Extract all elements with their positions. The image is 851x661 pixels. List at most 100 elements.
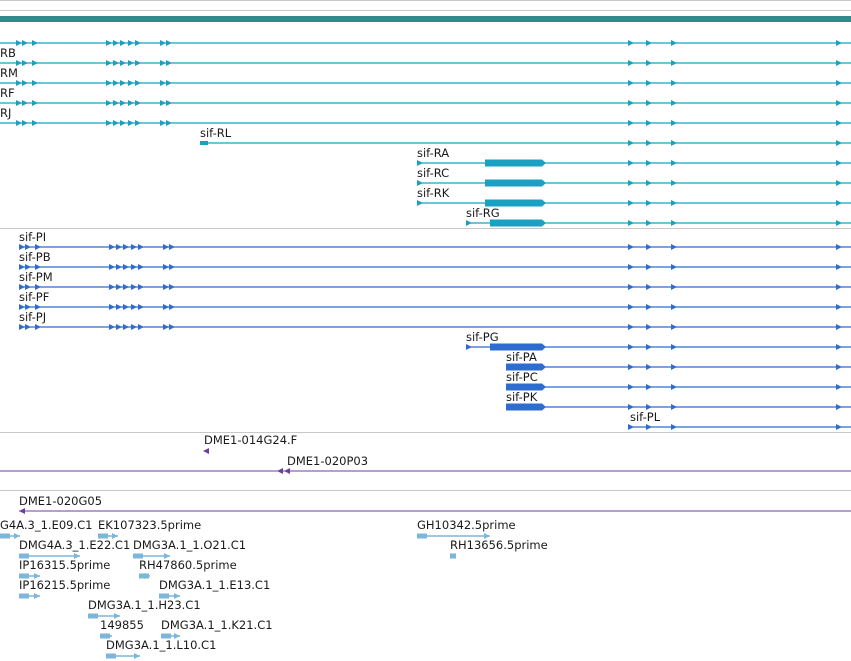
exon-arrow-right	[35, 304, 41, 310]
transcript-sif-PI[interactable]: sif-PI	[19, 230, 851, 250]
feature-label: RJ	[0, 106, 11, 120]
exon-arrow-right	[16, 100, 22, 106]
exon-arrow-right	[109, 244, 115, 250]
exon-arrow-right	[646, 384, 652, 390]
exon-arrow-right	[417, 160, 423, 166]
exon-arrow-right	[113, 80, 119, 86]
exon-arrow-right	[116, 324, 122, 330]
transcript-sif-RJ[interactable]: RJ	[0, 100, 851, 120]
exon-arrow-right	[135, 80, 141, 86]
est-block	[0, 533, 10, 539]
est-149855[interactable]: 149855	[100, 618, 144, 639]
feature-label: sif-RG	[466, 206, 500, 220]
feature-label: RH47860.5prime	[139, 558, 237, 572]
cds-block	[485, 179, 546, 187]
est-DMG3A.1_1.K21.C1[interactable]: DMG3A.1_1.K21.C1	[161, 618, 273, 639]
exon-arrow-right	[166, 120, 172, 126]
exon-arrow-right	[135, 120, 141, 126]
exon-arrow-right	[836, 220, 842, 226]
est-GH10342.5prime[interactable]: GH10342.5prime	[417, 518, 516, 539]
exon-arrow-right	[174, 633, 180, 639]
cds-block	[485, 159, 546, 167]
est-DMG4A.3_1.E22.C1[interactable]: DMG4A.3_1.E22.C1	[19, 538, 130, 559]
transcript-sif-RG[interactable]: sif-RG	[466, 206, 851, 227]
exon-arrow-right	[671, 344, 677, 350]
est-DMG3A.1_1.L10.C1[interactable]: DMG3A.1_1.L10.C1	[106, 638, 216, 659]
exon-arrow-right	[836, 424, 842, 430]
est-DMG3A.1_1.E13.C1[interactable]: DMG3A.1_1.E13.C1	[159, 578, 270, 599]
feature-label: DMG3A.1_1.O21.C1	[133, 538, 246, 552]
feature-label: EK107323.5prime	[98, 518, 201, 532]
exon-arrow-right	[450, 553, 456, 559]
est-DMG3A.1_1.H23.C1[interactable]: DMG3A.1_1.H23.C1	[88, 598, 201, 619]
feature-label: DME1-020G05	[19, 494, 102, 508]
exon-arrow-right	[22, 40, 28, 46]
est-DMG3A.1_1.O21.C1[interactable]: DMG3A.1_1.O21.C1	[133, 538, 246, 559]
gene-span-bar[interactable]	[0, 16, 851, 22]
feature-label: DMG4A.3_1.E22.C1	[19, 538, 130, 552]
transcript-sif-PL[interactable]: sif-PL	[628, 410, 851, 430]
exon-arrow-right	[163, 244, 169, 250]
feature-label: DMG3A.1_1.K21.C1	[161, 618, 273, 632]
est-IP16315.5prime[interactable]: IP16315.5prime	[19, 558, 110, 579]
exon-arrow-right	[646, 220, 652, 226]
exon-arrow-right	[16, 40, 22, 46]
est-block	[100, 633, 110, 639]
exon-arrow-right	[25, 264, 31, 270]
est-RH47860.5prime[interactable]: RH47860.5prime	[139, 558, 237, 579]
est-IP16215.5prime[interactable]: IP16215.5prime	[19, 578, 110, 599]
exon-arrow-right	[671, 180, 677, 186]
exon-arrow-right	[109, 264, 115, 270]
transcript-sif-PB[interactable]: sif-PB	[19, 250, 851, 270]
transcript-sif-PF[interactable]: sif-PF	[19, 290, 851, 310]
exon-arrow-right	[116, 264, 122, 270]
exon-arrow-right	[484, 533, 490, 539]
clone-DME1-014G24.F[interactable]: DME1-014G24.F	[203, 433, 297, 454]
feature-label: sif-PG	[466, 330, 499, 344]
transcript-sif-PK[interactable]: sif-PK	[506, 390, 851, 411]
clone-DME1-020P03[interactable]: DME1-020P03	[0, 454, 851, 474]
transcript-unlabeled[interactable]	[0, 120, 851, 126]
exon-arrow-right	[123, 244, 129, 250]
exon-arrow-right	[671, 324, 677, 330]
transcript-sif-PJ[interactable]: sif-PJ	[19, 310, 851, 330]
clone-DME1-020G05[interactable]: DME1-020G05	[19, 494, 851, 514]
exon-arrow-right	[628, 424, 634, 430]
transcript-sif-RB[interactable]: RB	[0, 40, 851, 60]
transcript-sif-RL[interactable]: sif-RL	[200, 126, 851, 146]
transcript-sif-RM[interactable]: RM	[0, 60, 851, 80]
exon-arrow-right	[106, 80, 112, 86]
est-EK107323.5prime[interactable]: EK107323.5prime	[98, 518, 201, 539]
exon-arrow-right	[138, 284, 144, 290]
transcript-sif-RA[interactable]: sif-RA	[417, 146, 851, 167]
exon-arrow-right	[106, 633, 112, 639]
cds-block	[490, 219, 546, 227]
est-RH13656.5prime[interactable]: RH13656.5prime	[450, 538, 548, 559]
exon-arrow-right	[646, 160, 652, 166]
exon-arrow-right	[628, 404, 634, 410]
exon-arrow-right	[138, 264, 144, 270]
transcript-sif-RF[interactable]: RF	[0, 80, 851, 100]
est-block	[19, 593, 29, 599]
exon-arrow-right	[836, 324, 842, 330]
exon-arrow-right	[128, 120, 134, 126]
transcript-sif-RC[interactable]: sif-RC	[417, 166, 851, 187]
exon-arrow-right	[671, 140, 677, 146]
exon-arrow-left	[203, 448, 209, 454]
exon-arrow-right	[32, 120, 38, 126]
feature-label: DME1-014G24.F	[204, 433, 297, 447]
est-DMG4A.3_1.E09.C1[interactable]: G4A.3_1.E09.C1	[0, 518, 93, 539]
transcript-sif-PM[interactable]: sif-PM	[19, 270, 851, 290]
exon-arrow-right	[135, 60, 141, 66]
top-border-line-2	[0, 10, 851, 11]
exon-arrow-right	[116, 244, 122, 250]
exon-arrow-right	[106, 120, 112, 126]
exon-arrow-right	[646, 264, 652, 270]
exon-arrow-right	[22, 100, 28, 106]
exon-arrow-right	[109, 324, 115, 330]
transcript-sif-RK[interactable]: sif-RK	[417, 186, 851, 207]
exon-arrow-right	[836, 40, 842, 46]
transcript-sif-PG[interactable]: sif-PG	[466, 330, 851, 351]
transcript-sif-PA[interactable]: sif-PA	[506, 350, 851, 371]
transcript-sif-PC[interactable]: sif-PC	[506, 370, 851, 391]
